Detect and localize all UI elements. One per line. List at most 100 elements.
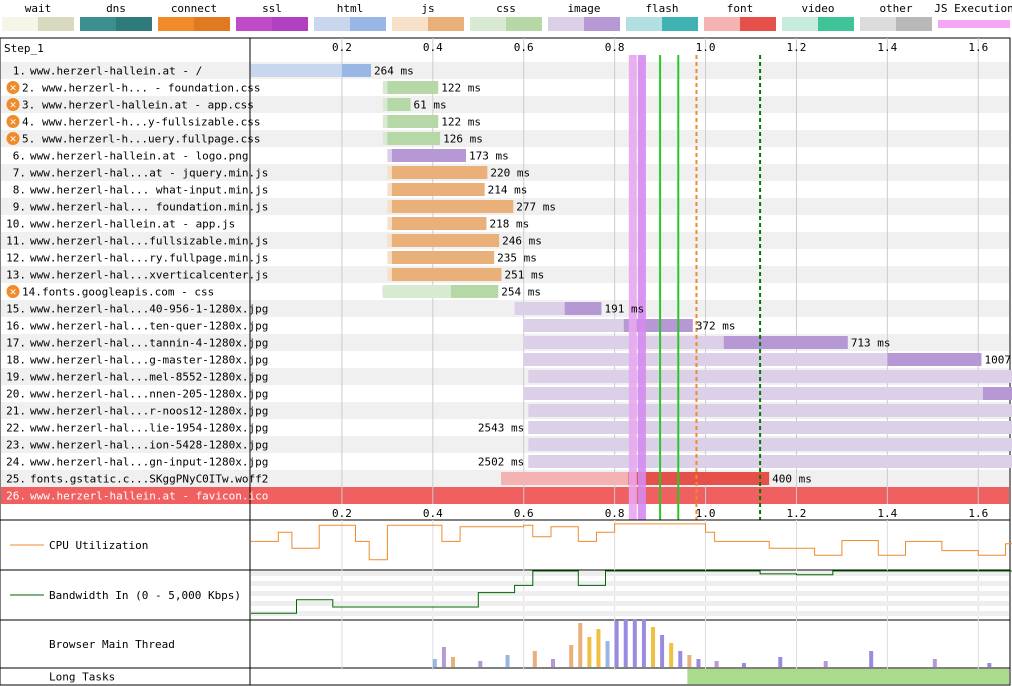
request-wait-bar: [523, 336, 724, 349]
legend-swatch-dark: [740, 17, 776, 31]
request-number: 21.: [6, 405, 26, 418]
warning-icon-glyph: ✕: [10, 81, 17, 94]
request-number: 8.: [13, 184, 26, 197]
warning-icon-glyph: ✕: [10, 285, 17, 298]
request-duration: 191 ms: [604, 303, 644, 316]
request-download-bar: [391, 166, 488, 179]
request-download-bar: [391, 149, 466, 162]
legend-swatch-light: [2, 17, 38, 31]
time-axis: 0.2 0.2 0.4 0.4 0.6 0.6 0.8 0.8 1.0 1.0 1.2 1.2 1.4 1…: [332, 41, 988, 520]
request-url: www.herzerl-hal...40-956-1-1280x.jpg: [30, 303, 268, 316]
bandwidth-band: [251, 571, 1009, 576]
main-thread-activity: [778, 657, 783, 667]
request-wait-bar: [387, 149, 392, 162]
legend-swatch-light: [470, 17, 506, 31]
request-download-bar: [982, 387, 1012, 400]
request-duration: 264 ms: [374, 65, 414, 78]
request-wait-bar: [523, 319, 624, 332]
main-thread-activity: [505, 655, 510, 667]
main-thread-activity: [678, 651, 683, 667]
request-number: 20.: [6, 388, 26, 401]
request-duration: 400 ms: [772, 473, 812, 486]
request-wait-bar: [382, 98, 388, 111]
legend-swatch-light: [80, 17, 116, 31]
axis-tick-label: 0.6: [514, 507, 534, 520]
request-wait-bar: [528, 438, 1012, 451]
legend-swatch-light: [626, 17, 662, 31]
request-number: 3.: [22, 99, 35, 112]
axis-tick-label: 0.4: [423, 507, 443, 520]
main-thread-activity: [823, 661, 828, 667]
main-thread-activity: [741, 663, 746, 667]
axis-tick-label: 1.6: [968, 41, 988, 54]
cpu-panel: [0, 519, 1011, 571]
request-download-bar: [391, 217, 487, 230]
request-url: fonts.googleapis.com - css: [42, 286, 214, 299]
request-number: 15.: [6, 303, 26, 316]
row-background: [1, 232, 1009, 249]
request-url: www.herzerl-hallein.at - /: [30, 65, 202, 78]
axis-tick-label: 1.4: [877, 41, 897, 54]
request-duration: 2502 ms: [478, 456, 524, 469]
legend-label: js: [421, 2, 434, 15]
request-duration: 254 ms: [501, 286, 541, 299]
legend-label: html: [337, 2, 364, 15]
request-number: 17.: [6, 337, 26, 350]
request-wait-bar: [382, 115, 388, 128]
main-thread-activity: [569, 645, 574, 667]
legend-swatch-light: [158, 17, 194, 31]
row-background: [1, 130, 1009, 147]
main-thread-activity: [605, 641, 610, 667]
request-wait-bar: [523, 353, 888, 366]
request-duration: 126 ms: [443, 133, 483, 146]
legend-swatch-light: [314, 17, 350, 31]
request-wait-bar: [528, 370, 1012, 383]
legend-label: image: [567, 2, 600, 15]
row-background: [1, 181, 1009, 198]
request-url: www.herzerl-hal...g-master-1280x.jpg: [30, 354, 268, 367]
request-duration: 122 ms: [441, 116, 481, 129]
request-url: www.herzerl-hal...lie-1954-1280x.jpg: [30, 422, 268, 435]
request-url: www.herzerl-hal...nnen-205-1280x.jpg: [30, 388, 268, 401]
legend-swatch-dark: [818, 17, 854, 31]
legend-swatch: [938, 20, 1010, 28]
request-wait-bar: [387, 166, 392, 179]
request-wait-bar: [528, 455, 1012, 468]
request-download-bar: [391, 183, 485, 196]
axis-tick-label: 0.2: [332, 41, 352, 54]
request-duration: 372 ms: [696, 320, 736, 333]
performance-panels: CPU Utilization Bandwidth In (0 - 5,000 K…: [0, 519, 1012, 686]
request-wait-bar: [514, 302, 565, 315]
main-thread-activity: [641, 619, 646, 667]
axis-tick-label: 1.0: [696, 507, 716, 520]
warning-icon: [6, 98, 20, 111]
step-label: Step_1: [4, 42, 44, 55]
main-thread-activity: [623, 619, 628, 667]
legend-label: ssl: [262, 2, 282, 15]
main-thread-activity: [632, 619, 637, 667]
request-wait-bar: [387, 234, 392, 247]
request-duration: 61 ms: [414, 99, 447, 112]
main-thread-activity: [451, 657, 455, 667]
main-thread-activity: [578, 623, 583, 667]
legend-swatch-light: [236, 17, 272, 31]
main-thread-activity: [478, 661, 483, 667]
row-background: [1, 266, 1009, 283]
request-number: 16.: [6, 320, 26, 333]
main-thread-panel: [0, 619, 1011, 669]
row-background: [1, 147, 1009, 164]
bandwidth-band: [251, 591, 1009, 596]
request-wait-bar: [387, 251, 392, 264]
row-background: [1, 96, 1009, 113]
legend-label: dns: [106, 2, 126, 15]
request-download-bar: [387, 98, 411, 111]
request-download-bar: [341, 64, 371, 77]
request-number: 24.: [6, 456, 26, 469]
cpu-utilization-line: [251, 523, 1012, 561]
request-number: 11.: [6, 235, 26, 248]
row-background: [1, 283, 1009, 300]
request-duration: 122 ms: [441, 82, 481, 95]
legend-label: flash: [645, 2, 678, 15]
request-duration: 713 ms: [851, 337, 891, 350]
request-duration: 220 ms: [490, 167, 530, 180]
